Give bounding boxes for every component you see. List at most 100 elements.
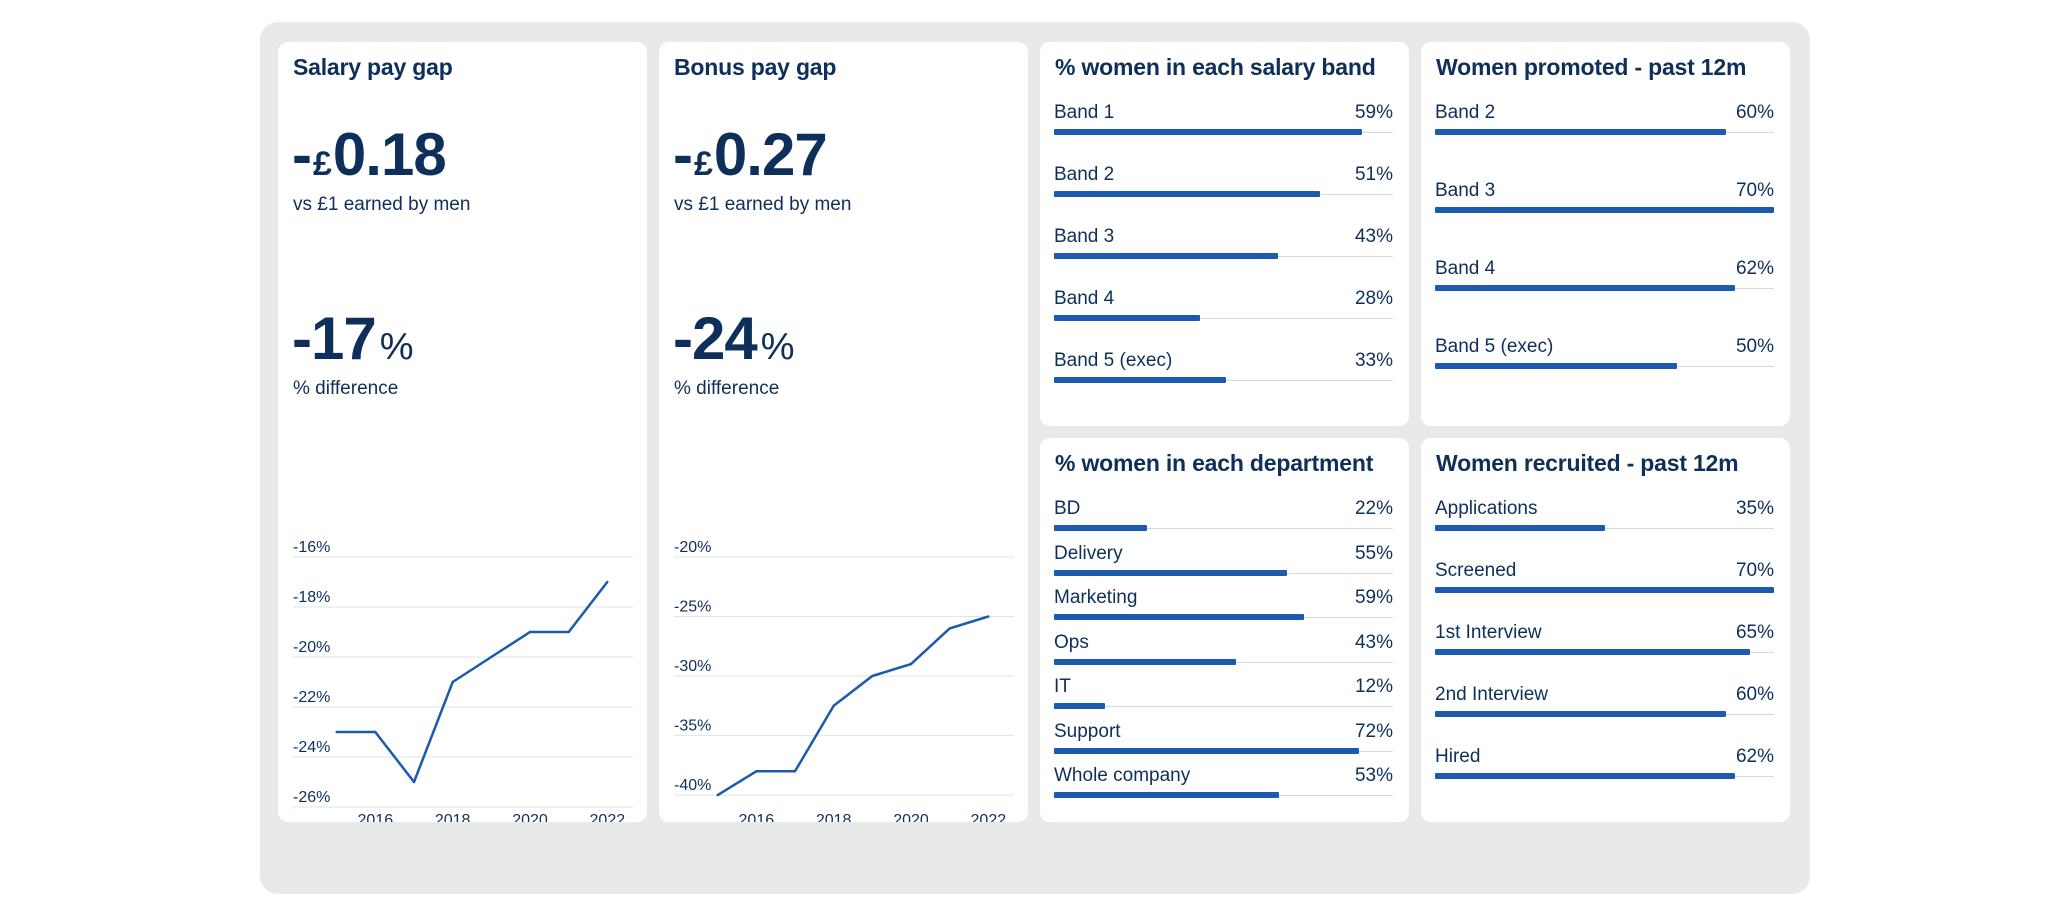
- bar-row: Band 2 60%: [1435, 102, 1774, 136]
- bar-row: 2nd Interview 60%: [1435, 684, 1774, 718]
- bar-label: 1st Interview: [1435, 622, 1542, 643]
- gap-value: 0.18: [332, 121, 447, 188]
- bar-label: Band 2: [1435, 102, 1496, 123]
- bar-label: Band 1: [1054, 102, 1115, 123]
- card-title: Salary pay gap: [293, 54, 453, 80]
- bonus-gap-line-chart: -20% -25% -30% -35% -40% 2016 2018 2020 2022: [674, 539, 1014, 822]
- bar-row: Band 5 (exec) 50%: [1435, 336, 1774, 370]
- bar-label: Whole company: [1054, 765, 1191, 786]
- data-point: [755, 770, 758, 773]
- bar: [1054, 315, 1200, 321]
- bar-label: Band 5 (exec): [1435, 336, 1554, 357]
- bar-row: Band 2 51%: [1054, 164, 1393, 198]
- bar-track: [1054, 528, 1393, 529]
- bar: [1054, 569, 1287, 576]
- data-point: [948, 627, 951, 630]
- x-tick-label: 2016: [358, 812, 394, 822]
- bar-track: [1054, 706, 1393, 707]
- y-tick-label: -24%: [293, 739, 330, 756]
- bar-value-label: 33%: [1354, 350, 1393, 371]
- bar: [1054, 129, 1362, 135]
- gap-value: 0.27: [713, 121, 828, 188]
- bar-label: BD: [1054, 498, 1081, 519]
- bar-label: Screened: [1435, 560, 1517, 581]
- bar: [1435, 207, 1774, 213]
- bar-row: Band 5 (exec) 33%: [1054, 350, 1393, 384]
- bonus-pay-gap-card: Bonus pay gap -£0.27 vs £1 earned by men…: [659, 42, 1028, 822]
- gap-amount-label: vs £1 earned by men: [674, 194, 852, 215]
- percent-difference-label: % difference: [293, 378, 399, 399]
- bar-row: Band 3 43%: [1054, 226, 1393, 260]
- card-title: % women in each department: [1055, 450, 1374, 476]
- bar-row: Band 4 62%: [1435, 258, 1774, 292]
- bar-label: Band 4: [1435, 258, 1496, 279]
- bar: [1054, 191, 1320, 197]
- bar-label: Band 3: [1435, 180, 1496, 201]
- percent-value: -17: [292, 305, 377, 372]
- data-point: [606, 580, 609, 584]
- y-tick-label: -18%: [293, 589, 330, 606]
- bar: [1435, 649, 1750, 655]
- bar: [1435, 363, 1677, 369]
- bar-label: IT: [1054, 676, 1071, 697]
- x-tick-label: 2016: [739, 812, 775, 822]
- data-point: [451, 680, 454, 684]
- salary-pay-gap-card: Salary pay gap -£0.18 vs £1 earned by me…: [278, 42, 647, 822]
- bar-row: Applications 35%: [1435, 498, 1774, 532]
- data-point: [374, 730, 377, 734]
- bar-label: Support: [1054, 720, 1121, 742]
- minus-sign: -: [673, 121, 693, 188]
- women-recruited-card: Women recruited - past 12m Applications 3…: [1421, 438, 1790, 822]
- bar-row: Screened 70%: [1435, 560, 1774, 594]
- data-point: [793, 770, 797, 773]
- data-point: [987, 615, 990, 618]
- bar-row: Marketing 59%: [1054, 587, 1393, 621]
- bar-value-label: 35%: [1735, 498, 1774, 519]
- currency-symbol: £: [312, 145, 332, 183]
- card-title: % women in each salary band: [1055, 54, 1376, 80]
- data-point: [528, 630, 532, 634]
- x-tick-label: 2020: [512, 812, 548, 822]
- bar-row: IT 12%: [1054, 676, 1393, 710]
- dashboard-panel: Salary pay gap -£0.18 vs £1 earned by me…: [260, 22, 1810, 894]
- bar-row: 1st Interview 65%: [1435, 622, 1774, 656]
- series-line: [717, 615, 989, 797]
- percent-unit: %: [379, 326, 414, 368]
- bar: [1054, 703, 1105, 709]
- bar: [1435, 711, 1726, 717]
- bar: [1054, 792, 1279, 798]
- bar-row: Band 4 28%: [1054, 288, 1393, 322]
- bar-label: Band 4: [1054, 288, 1115, 309]
- salary-gap-percent: -17%: [292, 304, 414, 373]
- bar-row: BD 22%: [1054, 498, 1393, 532]
- bar-row: Delivery 55%: [1054, 543, 1393, 577]
- card-title: Bonus pay gap: [674, 54, 837, 80]
- bar-row: Hired 62%: [1435, 746, 1774, 780]
- bar-row: Band 3 70%: [1435, 180, 1774, 214]
- bar: [1435, 285, 1735, 291]
- bar-value-label: 65%: [1735, 622, 1774, 643]
- bar-value-label: 12%: [1354, 676, 1393, 697]
- minus-sign: -: [292, 121, 312, 188]
- x-tick-label: 2022: [971, 812, 1007, 822]
- bar-value-label: 59%: [1354, 587, 1393, 608]
- salary-gap-amount: -£0.18: [292, 120, 447, 189]
- bar-value-label: 53%: [1354, 765, 1393, 786]
- data-point: [490, 655, 493, 659]
- bar: [1054, 525, 1147, 531]
- bar-value-label: 60%: [1735, 684, 1774, 705]
- bar-label: Marketing: [1054, 587, 1138, 608]
- bar: [1054, 614, 1304, 620]
- bar-label: Applications: [1435, 498, 1538, 519]
- bar: [1054, 377, 1226, 383]
- bar-row: Ops 43%: [1054, 632, 1393, 666]
- bar-value-label: 60%: [1735, 102, 1774, 123]
- bar-value-label: 51%: [1354, 164, 1393, 185]
- bar-label: Band 3: [1054, 226, 1115, 247]
- salary-band-card: % women in each salary band Band 1 59% Ban…: [1040, 42, 1409, 426]
- bar-value-label: 50%: [1735, 336, 1774, 357]
- data-point: [567, 630, 570, 634]
- bar: [1054, 747, 1359, 754]
- bar-track: [1054, 318, 1393, 319]
- y-tick-label: -16%: [293, 539, 330, 556]
